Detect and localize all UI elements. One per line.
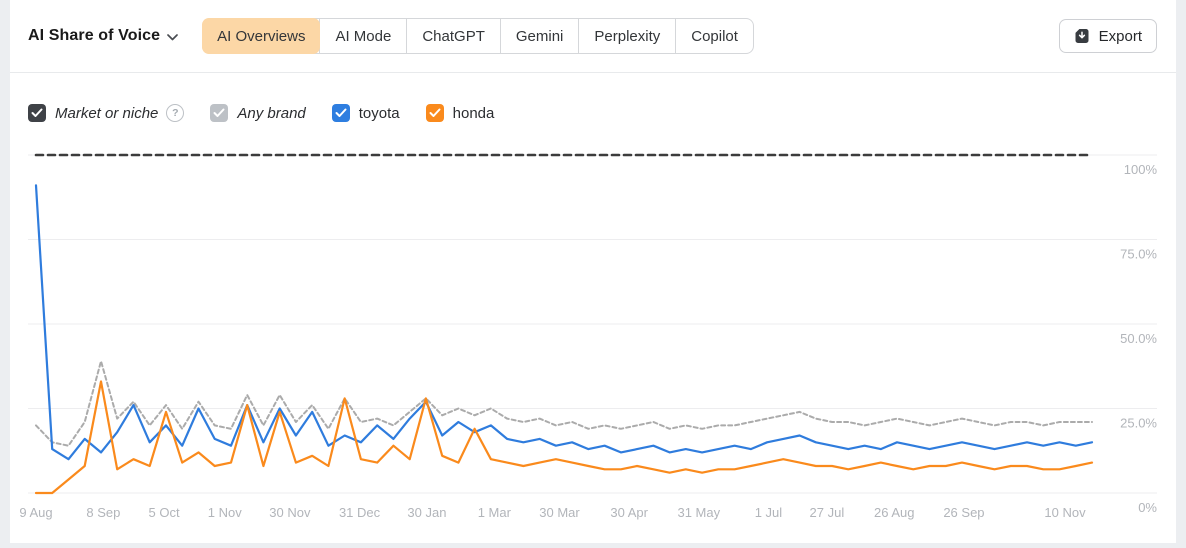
filter-label: Any brand xyxy=(237,105,305,122)
filter-label: honda xyxy=(453,105,495,122)
check-icon xyxy=(335,108,347,118)
tab-gemini[interactable]: Gemini xyxy=(500,19,579,53)
check-icon xyxy=(31,108,43,118)
filter-label: Market or niche xyxy=(55,105,158,122)
x-axis-label: 1 Nov xyxy=(208,505,242,520)
download-file-icon xyxy=(1074,28,1090,44)
filter-honda: honda xyxy=(426,104,495,122)
help-icon[interactable]: ? xyxy=(166,104,184,122)
x-axis-label: 30 Jan xyxy=(407,505,446,520)
x-axis-label: 1 Mar xyxy=(478,505,512,520)
x-axis-label: 8 Sep xyxy=(86,505,120,520)
metric-selector[interactable]: AI Share of Voice xyxy=(28,27,178,45)
series-filter-row: Market or niche ? Any brand toyota honda xyxy=(10,73,1176,123)
chevron-down-icon xyxy=(167,34,178,41)
tab-ai-mode[interactable]: AI Mode xyxy=(319,19,406,53)
x-axis-label: 31 May xyxy=(677,505,720,520)
x-axis-label: 27 Jul xyxy=(810,505,845,520)
x-axis-label: 10 Nov xyxy=(1044,505,1086,520)
share-of-voice-chart: 100% 75.0% 50.0% 25.0% 0% 9 Aug 8 Sep 5 Oct 1 No… xyxy=(10,140,1176,543)
x-axis-label: 30 Mar xyxy=(539,505,580,520)
page-title: AI Share of Voice xyxy=(28,27,160,45)
x-axis-label: 1 Jul xyxy=(755,505,783,520)
x-axis-label: 31 Dec xyxy=(339,505,381,520)
filter-toyota: toyota xyxy=(332,104,400,122)
export-button[interactable]: Export xyxy=(1059,19,1157,53)
x-axis-label: 5 Oct xyxy=(149,505,180,520)
tab-ai-overviews[interactable]: AI Overviews xyxy=(202,18,320,54)
source-tab-group: AI Overviews AI Mode ChatGPT Gemini Perp… xyxy=(202,18,754,54)
y-axis-label: 50.0% xyxy=(1120,331,1157,346)
series-toyota-line xyxy=(36,185,1092,459)
line-chart: 100% 75.0% 50.0% 25.0% 0% 9 Aug 8 Sep 5 Oct 1 No… xyxy=(10,140,1176,543)
y-axis-label: 0% xyxy=(1138,500,1157,515)
x-axis-label: 26 Sep xyxy=(943,505,984,520)
check-icon xyxy=(213,108,225,118)
y-axis-label: 75.0% xyxy=(1120,247,1157,262)
honda-checkbox[interactable] xyxy=(426,104,444,122)
series-any-brand-line xyxy=(36,361,1092,446)
filter-market-or-niche: Market or niche ? xyxy=(28,104,184,122)
filter-any-brand: Any brand xyxy=(210,104,305,122)
x-axis-label: 9 Aug xyxy=(19,505,52,520)
ai-share-of-voice-card: AI Share of Voice AI Overviews AI Mode C… xyxy=(10,0,1176,543)
tab-copilot[interactable]: Copilot xyxy=(675,19,753,53)
card-header: AI Share of Voice AI Overviews AI Mode C… xyxy=(10,0,1176,73)
x-axis-label: 26 Aug xyxy=(874,505,915,520)
y-axis-label: 25.0% xyxy=(1120,416,1157,431)
y-axis-label: 100% xyxy=(1124,162,1158,177)
check-icon xyxy=(429,108,441,118)
filter-label: toyota xyxy=(359,105,400,122)
any-brand-checkbox[interactable] xyxy=(210,104,228,122)
x-axis-label: 30 Apr xyxy=(610,505,648,520)
tab-chatgpt[interactable]: ChatGPT xyxy=(406,19,500,53)
x-axis-label: 30 Nov xyxy=(269,505,311,520)
series-honda-line xyxy=(36,382,1092,494)
tab-perplexity[interactable]: Perplexity xyxy=(578,19,675,53)
market-or-niche-checkbox[interactable] xyxy=(28,104,46,122)
export-button-label: Export xyxy=(1099,28,1142,45)
toyota-checkbox[interactable] xyxy=(332,104,350,122)
